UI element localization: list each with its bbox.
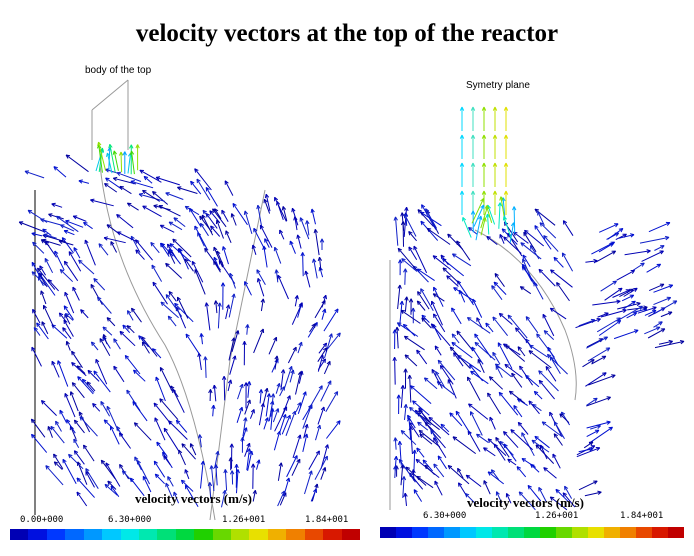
colorbar-swatch [444, 527, 460, 538]
colorbar-swatch [396, 527, 412, 538]
right-velocity-vectors [392, 106, 685, 511]
colorbar-swatch [304, 529, 324, 540]
colorbar-swatch [157, 529, 176, 540]
colorbar-swatch [267, 529, 287, 540]
left-legend-title: velocity vectors (m/s) [135, 491, 252, 506]
left-geometry-outline [91, 79, 266, 521]
colorbar-swatch [476, 527, 492, 538]
colorbar-swatch [212, 529, 232, 540]
colorbar-swatch [556, 527, 572, 538]
body-of-top-annotation: body of the top [85, 65, 152, 76]
right-tick-2: 1.84+001 [620, 511, 664, 521]
colorbar-swatch [572, 527, 588, 538]
right-tick-0: 6.30+000 [423, 511, 467, 521]
colorbar-swatch [588, 527, 604, 538]
colorbar-swatch [620, 527, 636, 538]
colorbar-swatch [231, 529, 250, 540]
left-vector-plot-panel: body of the top velocity vectors (m/s) 0… [10, 65, 361, 540]
colorbar-swatch [636, 527, 652, 538]
left-velocity-vectors [18, 141, 341, 508]
colorbar-swatch [286, 529, 305, 540]
colorbar-swatch [120, 529, 139, 540]
colorbar-swatch [175, 529, 195, 540]
colorbar-swatch [249, 529, 268, 540]
right-vector-field [389, 106, 685, 511]
left-tick-1: 6.30+000 [108, 515, 152, 525]
colorbar-swatch [652, 527, 668, 538]
colorbar-swatch [668, 527, 684, 538]
colorbar-swatch [380, 527, 396, 538]
colorbar-swatch [323, 529, 342, 540]
left-tick-3: 1.84+001 [305, 515, 349, 525]
right-vector-plot-panel: Symetry plane velocity vectors (m/s) 6.3… [375, 0, 694, 556]
colorbar-swatch [138, 529, 158, 540]
right-tick-1: 1.26+001 [535, 511, 579, 521]
colorbar-swatch [10, 529, 29, 540]
colorbar-swatch [46, 529, 66, 540]
colorbar-swatch [492, 527, 508, 538]
colorbar-swatch [524, 527, 540, 538]
right-colorbar [380, 527, 684, 538]
colorbar-swatch [102, 529, 121, 540]
colorbar-swatch [83, 529, 103, 540]
page-title: velocity vectors at the top of the react… [135, 20, 559, 47]
colorbar-swatch [428, 527, 444, 538]
right-geometry-outline [389, 229, 577, 510]
colorbar-swatch [65, 529, 84, 540]
colorbar-swatch [28, 529, 47, 540]
colorbar-swatch [341, 529, 361, 540]
left-tick-2: 1.26+001 [222, 515, 266, 525]
symmetry-plane-annotation: Symetry plane [466, 80, 530, 91]
colorbar-swatch [540, 527, 556, 538]
right-legend-title: velocity vectors (m/s) [467, 495, 584, 510]
colorbar-swatch [460, 527, 476, 538]
left-vector-field [18, 79, 341, 521]
colorbar-swatch [412, 527, 428, 538]
left-tick-0: 0.00+000 [20, 515, 64, 525]
colorbar-swatch [508, 527, 524, 538]
left-colorbar [10, 529, 361, 540]
colorbar-swatch [194, 529, 213, 540]
colorbar-swatch [604, 527, 620, 538]
